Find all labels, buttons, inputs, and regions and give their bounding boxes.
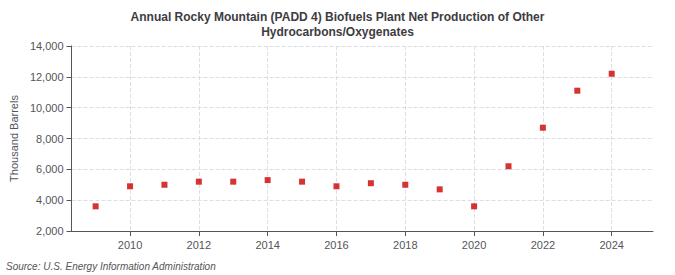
svg-text:2012: 2012 [187, 239, 211, 251]
svg-text:2,000: 2,000 [36, 225, 64, 237]
svg-text:2020: 2020 [462, 239, 486, 251]
svg-text:8,000: 8,000 [36, 133, 64, 145]
svg-text:Hydrocarbons/Oxygenates: Hydrocarbons/Oxygenates [261, 25, 414, 39]
svg-text:2024: 2024 [599, 239, 623, 251]
svg-text:12,000: 12,000 [30, 71, 64, 83]
svg-text:2014: 2014 [255, 239, 279, 251]
svg-text:Thousand Barrels: Thousand Barrels [8, 95, 20, 182]
svg-text:2022: 2022 [531, 239, 555, 251]
svg-text:2010: 2010 [118, 239, 142, 251]
svg-text:Source: U.S. Energy Informatio: Source: U.S. Energy Information Administ… [6, 261, 216, 272]
svg-text:6,000: 6,000 [36, 163, 64, 175]
svg-text:10,000: 10,000 [30, 102, 64, 114]
svg-text:14,000: 14,000 [30, 40, 64, 52]
svg-text:Annual Rocky Mountain (PADD 4): Annual Rocky Mountain (PADD 4) Biofuels … [131, 10, 545, 24]
svg-text:2016: 2016 [324, 239, 348, 251]
svg-text:2018: 2018 [393, 239, 417, 251]
svg-text:4,000: 4,000 [36, 194, 64, 206]
